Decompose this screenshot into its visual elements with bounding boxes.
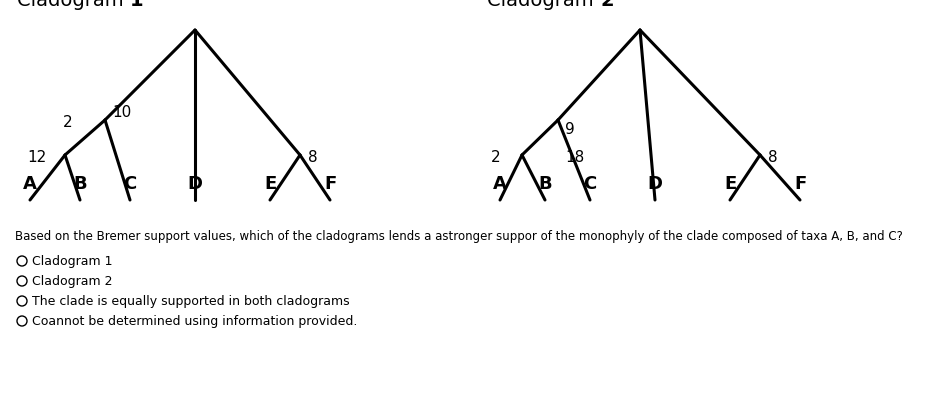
- Text: 8: 8: [308, 150, 318, 165]
- Text: 1: 1: [130, 0, 144, 10]
- Text: E: E: [264, 175, 276, 193]
- Text: Cladogram 1: Cladogram 1: [32, 254, 113, 267]
- Text: Cladogram 2: Cladogram 2: [32, 274, 113, 287]
- Text: A: A: [493, 175, 507, 193]
- Text: 2: 2: [62, 114, 72, 129]
- Text: F: F: [794, 175, 806, 193]
- Text: E: E: [724, 175, 736, 193]
- Text: Cladogram: Cladogram: [17, 0, 130, 10]
- Text: 18: 18: [565, 150, 584, 165]
- Text: C: C: [124, 175, 137, 193]
- Text: Cladogram: Cladogram: [487, 0, 600, 10]
- Text: B: B: [73, 175, 87, 193]
- Text: 12: 12: [28, 150, 47, 165]
- Text: The clade is equally supported in both cladograms: The clade is equally supported in both c…: [32, 295, 350, 308]
- Text: C: C: [583, 175, 597, 193]
- Text: 2: 2: [600, 0, 613, 10]
- Text: 9: 9: [565, 122, 575, 137]
- Text: Coannot be determined using information provided.: Coannot be determined using information …: [32, 315, 357, 328]
- Text: 2: 2: [491, 150, 500, 165]
- Text: F: F: [324, 175, 336, 193]
- Text: D: D: [647, 175, 662, 193]
- Text: D: D: [188, 175, 203, 193]
- Text: Based on the Bremer support values, which of the cladograms lends a astronger su: Based on the Bremer support values, whic…: [15, 230, 903, 243]
- Text: A: A: [23, 175, 37, 193]
- Text: 8: 8: [768, 150, 778, 165]
- Text: B: B: [538, 175, 552, 193]
- Text: 10: 10: [112, 105, 131, 120]
